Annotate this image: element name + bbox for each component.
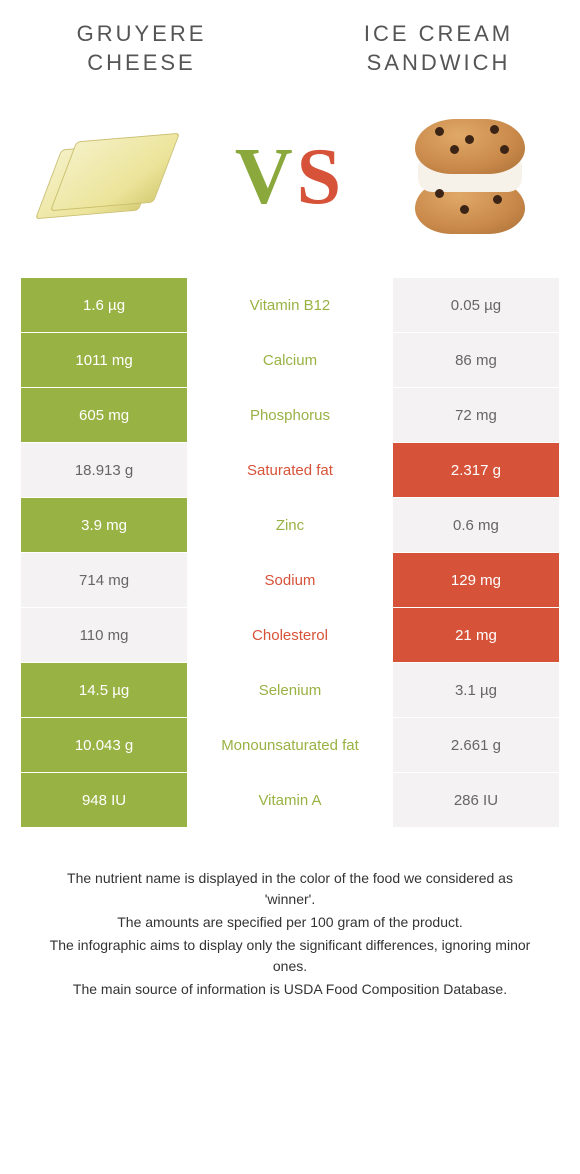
table-row: 10.043 gMonounsaturated fat2.661 g [21, 718, 560, 773]
footnote-line: The infographic aims to display only the… [45, 935, 535, 977]
nutrient-table: 1.6 µgVitamin B120.05 µg1011 mgCalcium86… [20, 277, 560, 828]
food-title-left: Gruyere Cheese [20, 20, 263, 77]
value-left: 110 mg [21, 608, 188, 663]
nutrient-name: Saturated fat [188, 443, 393, 498]
value-left: 14.5 µg [21, 663, 188, 718]
value-left: 714 mg [21, 553, 188, 608]
value-left: 948 IU [21, 773, 188, 828]
nutrient-name: Selenium [188, 663, 393, 718]
value-right: 2.317 g [392, 443, 559, 498]
nutrient-name: Cholesterol [188, 608, 393, 663]
value-right: 72 mg [392, 388, 559, 443]
footnote-line: The nutrient name is displayed in the co… [45, 868, 535, 910]
value-left: 605 mg [21, 388, 188, 443]
table-row: 110 mgCholesterol21 mg [21, 608, 560, 663]
nutrient-name: Calcium [188, 333, 393, 388]
table-row: 714 mgSodium129 mg [21, 553, 560, 608]
value-right: 129 mg [392, 553, 559, 608]
vs-label: VS [235, 132, 345, 223]
table-row: 948 IUVitamin A286 IU [21, 773, 560, 828]
value-right: 3.1 µg [392, 663, 559, 718]
value-left: 1011 mg [21, 333, 188, 388]
value-right: 2.661 g [392, 718, 559, 773]
table-row: 14.5 µgSelenium3.1 µg [21, 663, 560, 718]
value-left: 3.9 mg [21, 498, 188, 553]
food-image-right [390, 117, 550, 237]
nutrient-name: Vitamin A [188, 773, 393, 828]
table-row: 1011 mgCalcium86 mg [21, 333, 560, 388]
footnote-line: The amounts are specified per 100 gram o… [45, 912, 535, 933]
value-right: 21 mg [392, 608, 559, 663]
value-left: 1.6 µg [21, 278, 188, 333]
nutrient-name: Sodium [188, 553, 393, 608]
footnote-line: The main source of information is USDA F… [45, 979, 535, 1000]
nutrient-name: Vitamin B12 [188, 278, 393, 333]
table-row: 3.9 mgZinc0.6 mg [21, 498, 560, 553]
value-left: 10.043 g [21, 718, 188, 773]
value-right: 0.6 mg [392, 498, 559, 553]
table-row: 18.913 gSaturated fat2.317 g [21, 443, 560, 498]
title-row: Gruyere Cheese Ice Cream Sandwich [20, 20, 560, 77]
food-image-left [30, 117, 190, 237]
vs-letter-s: S [297, 132, 346, 223]
food-title-right: Ice Cream Sandwich [317, 20, 560, 77]
vs-letter-v: V [235, 132, 297, 223]
ice-cream-sandwich-icon [405, 117, 535, 237]
table-row: 1.6 µgVitamin B120.05 µg [21, 278, 560, 333]
footnotes: The nutrient name is displayed in the co… [20, 868, 560, 1000]
vs-row: VS [20, 117, 560, 237]
value-right: 0.05 µg [392, 278, 559, 333]
value-left: 18.913 g [21, 443, 188, 498]
value-right: 286 IU [392, 773, 559, 828]
nutrient-name: Phosphorus [188, 388, 393, 443]
value-right: 86 mg [392, 333, 559, 388]
nutrient-name: Monounsaturated fat [188, 718, 393, 773]
infographic-root: Gruyere Cheese Ice Cream Sandwich VS [0, 0, 580, 1000]
cheese-icon [40, 137, 180, 217]
table-row: 605 mgPhosphorus72 mg [21, 388, 560, 443]
nutrient-name: Zinc [188, 498, 393, 553]
